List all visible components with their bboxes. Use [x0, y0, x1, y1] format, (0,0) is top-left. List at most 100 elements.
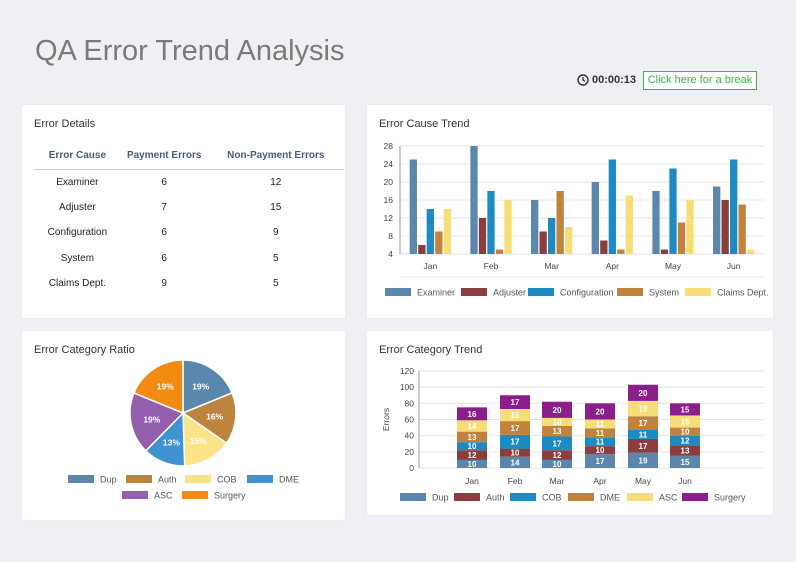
stacked-bar-segment [542, 436, 572, 451]
legend-label: Dup [432, 493, 449, 503]
y-tick-label: 16 [384, 195, 394, 205]
segment-label: 13 [468, 433, 477, 442]
legend-swatch [185, 475, 211, 483]
legend-label: DME [600, 493, 620, 503]
x-tick-label: Jan [465, 476, 479, 486]
bar [443, 209, 451, 254]
error-category-ratio-card: Error Category Ratio 19% 16% 15% 13% 19% 19% D… [22, 331, 345, 520]
stacked-bar-segment [670, 403, 700, 416]
stacked-bar-segment [628, 416, 658, 431]
bar [713, 186, 721, 254]
stacked-bar-segment [457, 459, 487, 468]
stacked-bar-segment [670, 427, 700, 436]
y-tick-label: 60 [405, 415, 415, 425]
x-tick-label: Jun [727, 261, 741, 271]
session-timer: 00:00:13 [577, 74, 636, 86]
stacked-bar-segment [670, 435, 700, 446]
bar [686, 200, 694, 254]
x-tick-label: Mar [544, 261, 559, 271]
stacked-bar-segment [628, 384, 658, 401]
legend-swatch [182, 491, 208, 499]
y-tick-label: 20 [384, 177, 394, 187]
table-row: Claims Dept. 9 5 [34, 271, 344, 297]
stacked-bar-segment [585, 419, 615, 429]
column-header: Error Cause [34, 143, 121, 170]
break-button[interactable]: Click here for a break [643, 71, 757, 90]
stacked-bar-segment [585, 403, 615, 420]
legend-label: ASC [154, 491, 173, 501]
segment-label: 15 [681, 405, 690, 414]
table-cell: Configuration [47, 227, 108, 239]
table-row: Examiner 6 12 [34, 169, 344, 195]
legend-label: Auth [486, 493, 505, 503]
segment-label: 17 [639, 442, 648, 451]
legend-swatch [627, 493, 653, 501]
clock-icon [577, 74, 589, 86]
legend-swatch [68, 475, 94, 483]
table-cell: 7 [161, 201, 167, 213]
segment-label: 20 [553, 406, 562, 415]
legend-swatch [461, 288, 487, 296]
legend-swatch [510, 493, 536, 501]
segment-label: 14 [511, 458, 520, 467]
segment-label: 10 [468, 442, 477, 451]
y-tick-label: 20 [405, 447, 415, 457]
segment-label: 11 [596, 438, 605, 447]
error-cause-trend-card: Error Cause Trend 4 8 12 16 20 24 28 Jan Feb Mar A… [367, 105, 773, 318]
table-cell: 15 [270, 201, 282, 213]
segment-label: 13 [681, 447, 690, 456]
stacked-bar-segment [457, 442, 487, 451]
x-tick-label: Mar [550, 476, 565, 486]
bar [669, 168, 677, 254]
error-category-ratio-chart: 19% 16% 15% 13% 19% 19% Dup Auth COB DME ASC Surger… [68, 359, 299, 501]
stacked-bar-segment [542, 417, 572, 426]
legend-label: Adjuster [493, 288, 526, 298]
error-details-card: Error Details Error Cause Payment Errors… [22, 105, 345, 318]
segment-label: 16 [468, 410, 477, 419]
y-tick-label: 80 [405, 398, 415, 408]
segment-label: 11 [596, 429, 605, 438]
chart-title: Error Cause Trend [379, 118, 470, 130]
bar [600, 240, 608, 254]
slice-label: 16% [206, 411, 223, 421]
bar [608, 159, 616, 254]
segment-label: 19 [639, 405, 648, 414]
segment-label: 17 [511, 398, 520, 407]
pie-slice [129, 391, 185, 452]
legend-swatch [247, 475, 273, 483]
error-category-trend-card: Error Category Trend 0 20 40 60 80 100 120 Erro… [367, 331, 773, 515]
x-tick-label: Jan [423, 261, 437, 271]
legend-swatch [685, 288, 711, 296]
y-tick-label: 0 [409, 463, 414, 473]
stacked-bar-segment [542, 450, 572, 460]
x-tick-label: Apr [593, 476, 606, 486]
legend-swatch [400, 493, 426, 501]
legend-label: ASC [659, 493, 678, 503]
y-tick-label: 4 [388, 249, 393, 259]
x-tick-label: Feb [484, 261, 499, 271]
legend-label: Claims Dept. [717, 288, 769, 298]
pie-slice [182, 359, 234, 415]
stacked-bar-segment [457, 450, 487, 460]
legend-label: Examiner [417, 288, 455, 298]
segment-label: 15 [681, 418, 690, 427]
slice-label: 19% [192, 382, 209, 392]
segment-label: 12 [468, 451, 477, 460]
table-cell: 6 [161, 252, 167, 264]
stacked-bar-segment [628, 430, 658, 439]
segment-label: 17 [596, 457, 605, 466]
legend-label: Surgery [214, 491, 246, 501]
bar [738, 204, 746, 254]
stacked-bar-segment [670, 455, 700, 468]
segment-label: 20 [639, 389, 648, 398]
stacked-bar-segment [457, 420, 487, 432]
x-tick-label: May [635, 476, 652, 486]
segment-label: 20 [596, 407, 605, 416]
slice-label: 19% [157, 382, 174, 392]
bar [495, 249, 504, 254]
legend-label: Surgery [714, 493, 746, 503]
segment-label: 15 [681, 458, 690, 467]
x-tick-label: Apr [606, 261, 619, 271]
segment-label: 12 [553, 451, 562, 460]
page-title: QA Error Trend Analysis [35, 35, 345, 67]
